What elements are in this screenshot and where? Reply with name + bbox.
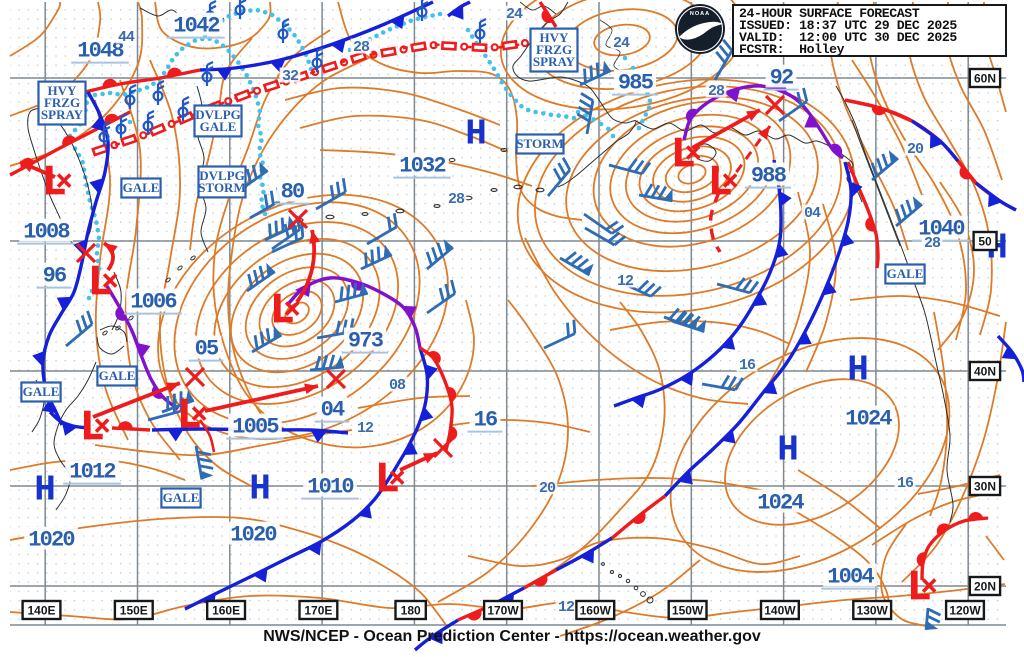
svg-text:16: 16 bbox=[739, 357, 756, 374]
svg-text:1032: 1032 bbox=[399, 154, 445, 179]
svg-text:1024: 1024 bbox=[845, 407, 892, 432]
svg-text:GALE: GALE bbox=[99, 368, 136, 383]
svg-text:140W: 140W bbox=[764, 603, 796, 617]
svg-text:H: H bbox=[847, 350, 869, 391]
svg-text:140E: 140E bbox=[27, 603, 55, 617]
svg-text:150W: 150W bbox=[672, 603, 704, 617]
svg-text:08: 08 bbox=[389, 377, 406, 394]
svg-text:28: 28 bbox=[924, 235, 941, 252]
svg-text:16: 16 bbox=[474, 408, 497, 433]
svg-text:H: H bbox=[465, 114, 487, 155]
svg-text:28: 28 bbox=[353, 39, 370, 56]
svg-text:1005: 1005 bbox=[232, 415, 279, 440]
svg-text:40N: 40N bbox=[974, 364, 996, 378]
svg-text:GALE: GALE bbox=[23, 384, 60, 399]
svg-text:04: 04 bbox=[321, 398, 345, 423]
svg-text:24-HOUR SURFACE FORECAST: 24-HOUR SURFACE FORECAST bbox=[739, 6, 920, 21]
svg-text:NWS/NCEP - Ocean Prediction Ce: NWS/NCEP - Ocean Prediction Center - htt… bbox=[263, 628, 761, 645]
svg-text:150E: 150E bbox=[120, 603, 148, 617]
svg-text:H: H bbox=[777, 430, 799, 471]
svg-text:985: 985 bbox=[618, 71, 654, 96]
svg-text:1020: 1020 bbox=[230, 523, 276, 548]
svg-text:GALE: GALE bbox=[887, 266, 924, 281]
svg-text:1010: 1010 bbox=[307, 475, 353, 500]
svg-text:44: 44 bbox=[118, 29, 135, 46]
svg-text:92: 92 bbox=[770, 66, 793, 91]
svg-text:STORM: STORM bbox=[516, 136, 563, 151]
svg-text:130W: 130W bbox=[857, 603, 889, 617]
svg-text:FRZG: FRZG bbox=[536, 42, 572, 57]
svg-text:60N: 60N bbox=[974, 71, 996, 85]
svg-text:1024: 1024 bbox=[757, 491, 804, 516]
svg-text:FRZG: FRZG bbox=[44, 95, 80, 110]
svg-text:20: 20 bbox=[539, 480, 556, 497]
svg-text:1042: 1042 bbox=[173, 14, 219, 39]
svg-text:28: 28 bbox=[708, 83, 725, 100]
svg-text:170E: 170E bbox=[304, 603, 332, 617]
svg-text:24: 24 bbox=[506, 6, 523, 23]
svg-text:24: 24 bbox=[613, 35, 630, 52]
svg-text:180: 180 bbox=[401, 603, 421, 617]
svg-text:50: 50 bbox=[978, 234, 992, 248]
svg-text:12: 12 bbox=[558, 599, 575, 616]
svg-text:GALE: GALE bbox=[123, 180, 160, 195]
svg-text:04: 04 bbox=[804, 205, 821, 222]
svg-text:DVLPG: DVLPG bbox=[199, 168, 245, 183]
svg-text:HVY: HVY bbox=[48, 83, 78, 98]
svg-text:96: 96 bbox=[43, 264, 66, 289]
svg-text:120W: 120W bbox=[949, 603, 981, 617]
svg-text:05: 05 bbox=[195, 337, 219, 362]
svg-text:973: 973 bbox=[348, 329, 384, 354]
svg-text:SPRAY: SPRAY bbox=[533, 54, 576, 69]
svg-text:SPRAY: SPRAY bbox=[41, 107, 84, 122]
svg-text:12: 12 bbox=[357, 420, 374, 437]
svg-text:HVY: HVY bbox=[540, 30, 570, 45]
svg-text:DVLPG: DVLPG bbox=[195, 107, 241, 122]
svg-text:20: 20 bbox=[907, 141, 924, 158]
svg-text:NOAA: NOAA bbox=[690, 11, 710, 17]
svg-text:VALID: 12:00 UTC 30 DEC 2025: VALID: 12:00 UTC 30 DEC 2025 bbox=[739, 30, 957, 45]
svg-text:FCSTR: Holley: FCSTR: Holley bbox=[739, 42, 845, 57]
svg-text:1008: 1008 bbox=[23, 220, 70, 245]
svg-text:32: 32 bbox=[282, 68, 299, 85]
svg-text:GALE: GALE bbox=[200, 119, 237, 134]
svg-text:28: 28 bbox=[448, 191, 465, 208]
svg-text:1006: 1006 bbox=[130, 290, 176, 315]
svg-text:1004: 1004 bbox=[827, 565, 874, 590]
svg-text:H: H bbox=[249, 469, 271, 510]
svg-text:1020: 1020 bbox=[28, 528, 74, 553]
svg-text:GALE: GALE bbox=[163, 490, 200, 505]
svg-text:170W: 170W bbox=[487, 603, 519, 617]
svg-text:16: 16 bbox=[897, 475, 914, 492]
svg-text:160E: 160E bbox=[212, 603, 240, 617]
svg-text:H: H bbox=[34, 470, 56, 511]
svg-text:80: 80 bbox=[281, 180, 304, 205]
svg-text:160W: 160W bbox=[580, 603, 612, 617]
svg-text:ISSUED: 18:37 UTC 29 DEC 2025: ISSUED: 18:37 UTC 29 DEC 2025 bbox=[739, 18, 957, 33]
svg-text:20N: 20N bbox=[974, 579, 996, 593]
svg-text:988: 988 bbox=[751, 164, 787, 189]
svg-text:30N: 30N bbox=[974, 479, 996, 493]
svg-text:1012: 1012 bbox=[69, 460, 115, 485]
svg-text:12: 12 bbox=[617, 273, 634, 290]
svg-text:STORM: STORM bbox=[198, 180, 245, 195]
